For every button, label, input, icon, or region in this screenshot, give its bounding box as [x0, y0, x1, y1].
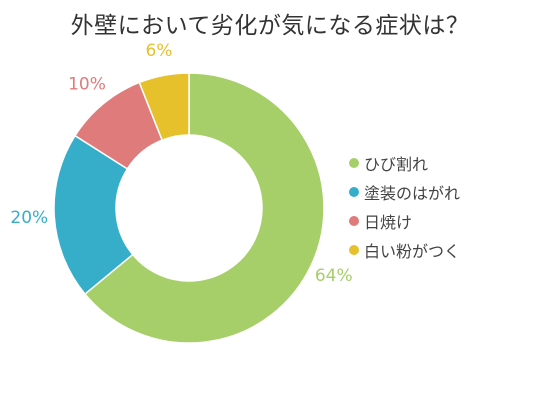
chart-slices	[53, 72, 325, 344]
slice-label-4: 6%	[146, 41, 173, 61]
legend-swatch-3	[349, 215, 359, 226]
slice-1	[83, 72, 325, 344]
slice-4	[138, 72, 190, 142]
legend-label-1: ひび割れ	[364, 154, 429, 174]
slice-label-3: 10%	[68, 75, 106, 95]
legend-item-4: 白い粉がつく	[349, 235, 460, 264]
legend-item-1: ひび割れ	[349, 148, 460, 177]
legend-swatch-1	[349, 157, 359, 168]
chart-legend: ひび割れ塗装のはがれ 日焼け白い粉がつく	[349, 148, 460, 264]
legend-label-3: 日焼け	[364, 212, 413, 232]
legend-label-2: 塗装のはがれ	[364, 183, 461, 203]
slice-label-2: 20%	[10, 208, 48, 228]
legend-item-3: 日焼け	[349, 206, 460, 235]
slice-2	[53, 134, 134, 296]
chart-title: 外壁において劣化が気になる症状は？	[70, 13, 470, 39]
chart-slice-labels: 64% 20% 10% 6%	[10, 41, 352, 286]
legend-swatch-4	[349, 244, 359, 255]
slice-label-1: 64%	[315, 266, 353, 286]
legend-swatch-2	[349, 186, 359, 197]
legend-item-2: 塗装のはがれ	[349, 177, 460, 206]
legend-label-4: 白い粉がつく	[364, 241, 461, 261]
